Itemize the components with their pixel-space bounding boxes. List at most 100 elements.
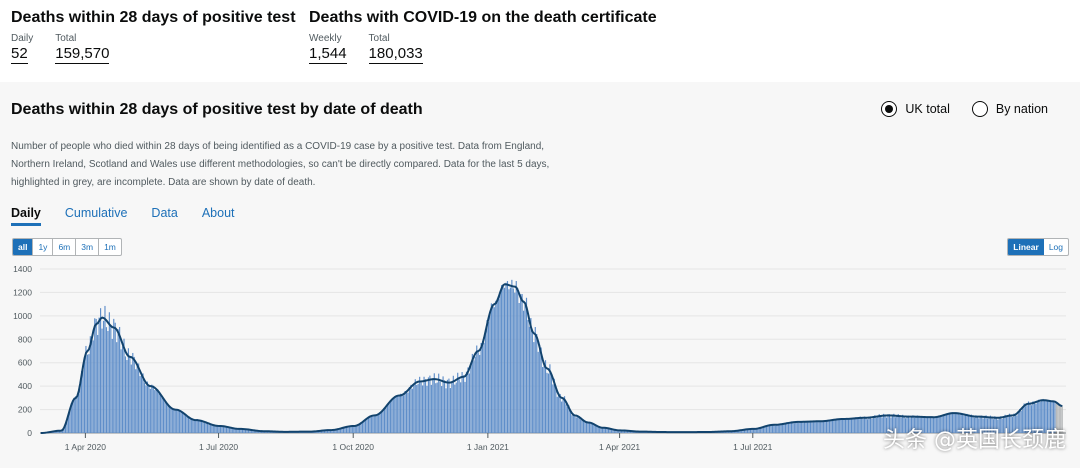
daily-bar <box>909 418 911 433</box>
daily-bar <box>174 410 176 433</box>
daily-bar <box>1000 416 1002 433</box>
daily-bar <box>413 384 415 433</box>
daily-bar <box>319 431 321 433</box>
daily-bar <box>736 430 738 433</box>
daily-bar <box>859 416 861 433</box>
daily-bar <box>897 414 899 433</box>
daily-bar <box>1049 401 1052 433</box>
daily-bar <box>741 430 743 433</box>
scale-linear-button[interactable]: Linear <box>1008 239 1044 255</box>
daily-bar <box>963 415 965 433</box>
daily-bar <box>321 430 323 433</box>
daily-bar <box>890 417 892 433</box>
daily-bar <box>621 430 623 433</box>
tab-daily[interactable]: Daily <box>11 206 41 226</box>
by-nation-radio[interactable]: By nation <box>971 101 1048 117</box>
daily-bar <box>805 420 807 433</box>
daily-bar <box>777 424 779 433</box>
daily-bar <box>443 380 446 433</box>
daily-bar <box>152 385 154 433</box>
daily-bar <box>66 418 68 433</box>
daily-bar <box>489 313 491 433</box>
daily-bar <box>888 414 891 433</box>
weekly-value[interactable]: 1,544 <box>309 45 347 64</box>
daily-bar <box>850 418 853 433</box>
daily-bar <box>211 423 213 433</box>
daily-bar <box>249 429 251 433</box>
daily-bar <box>919 417 921 433</box>
total-value[interactable]: 159,570 <box>55 45 110 64</box>
rolling-average-line <box>40 283 1063 434</box>
daily-bar <box>842 419 844 433</box>
range-1y-button[interactable]: 1y <box>33 239 54 255</box>
daily-bar <box>474 356 476 433</box>
scale-log-button[interactable]: Log <box>1048 242 1063 252</box>
daily-bar <box>60 430 62 433</box>
daily-bar <box>202 421 204 433</box>
daily-bar <box>372 416 374 433</box>
daily-bar <box>1022 407 1024 433</box>
daily-bar <box>155 389 157 433</box>
daily-bar <box>56 430 58 433</box>
daily-bar <box>1025 406 1027 433</box>
daily-bar <box>367 418 370 433</box>
daily-bar <box>610 429 612 433</box>
daily-bar <box>73 400 75 433</box>
daily-bar <box>948 414 951 433</box>
daily-bar <box>830 419 832 433</box>
range-1m-button[interactable]: 1m <box>104 242 116 252</box>
uk-total-radio[interactable]: UK total <box>881 101 950 117</box>
daily-bar <box>831 420 833 433</box>
daily-bar <box>442 376 444 433</box>
daily-bar <box>385 406 387 433</box>
daily-bar <box>334 430 336 433</box>
daily-bar <box>528 326 531 433</box>
range-all-button[interactable]: all <box>13 239 34 255</box>
certificate-total-value[interactable]: 180,033 <box>368 45 423 64</box>
range-6m-button[interactable]: 6m <box>53 239 77 255</box>
daily-bar <box>345 426 348 433</box>
area-radio-group: UK total By nation <box>881 101 1048 117</box>
daily-value[interactable]: 52 <box>11 45 28 64</box>
daily-bar <box>158 393 160 433</box>
daily-bar <box>95 318 97 433</box>
daily-bar <box>761 427 763 433</box>
daily-bar <box>1048 400 1050 433</box>
y-tick-label: 1400 <box>13 264 32 274</box>
daily-bar <box>160 395 162 433</box>
daily-bar <box>408 387 410 433</box>
daily-bar <box>818 421 820 433</box>
tab-data[interactable]: Data <box>151 206 178 220</box>
daily-bar <box>752 428 754 433</box>
daily-bar <box>239 428 241 433</box>
daily-bar <box>397 396 399 433</box>
daily-bar <box>815 420 817 433</box>
daily-bar <box>490 303 492 433</box>
range-3m-button[interactable]: 3m <box>76 239 100 255</box>
daily-bar <box>591 423 593 433</box>
daily-bar <box>451 382 453 433</box>
daily-bar <box>960 413 962 433</box>
daily-bar <box>568 405 570 433</box>
daily-bar <box>236 428 238 433</box>
daily-bar <box>193 420 195 433</box>
daily-bar <box>424 379 427 433</box>
daily-bar <box>584 422 586 433</box>
tab-about[interactable]: About <box>201 206 235 220</box>
daily-bar <box>348 426 350 433</box>
daily-bar <box>231 428 233 433</box>
daily-bar <box>124 356 127 433</box>
daily-bar <box>1035 403 1037 433</box>
daily-bar <box>1029 404 1031 433</box>
tab-cumulative[interactable]: Cumulative <box>64 206 128 220</box>
daily-bar <box>378 414 380 433</box>
daily-bar <box>790 421 792 433</box>
daily-bar <box>563 396 566 433</box>
daily-bar <box>975 415 977 433</box>
daily-bar <box>457 372 459 433</box>
daily-bar <box>937 416 939 433</box>
daily-bar <box>578 416 580 433</box>
daily-bar <box>771 423 773 433</box>
daily-bar <box>985 415 987 433</box>
death-certificate-summary: Deaths with COVID-19 on the death certif… <box>309 9 657 64</box>
